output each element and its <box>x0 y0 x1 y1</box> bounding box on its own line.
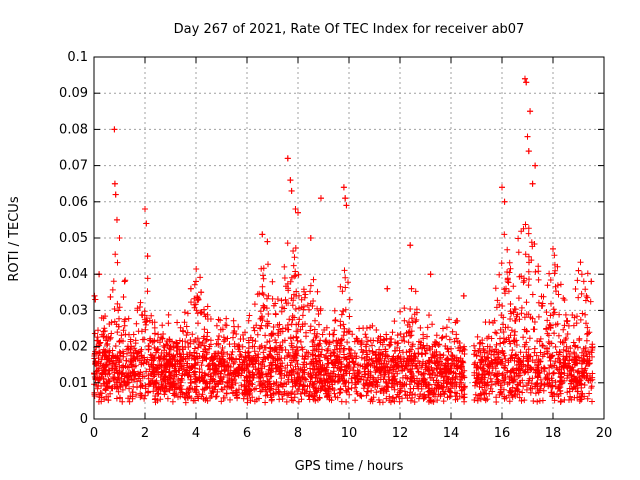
y-tick-label: 0.01 <box>59 376 88 391</box>
data-point <box>407 242 414 249</box>
data-point <box>550 245 556 252</box>
data-point <box>143 220 150 227</box>
y-tick-label: 0.1 <box>67 50 88 65</box>
data-point <box>340 184 347 191</box>
y-tick-label: 0.06 <box>59 195 88 210</box>
data-point <box>112 191 119 198</box>
x-tick-label: 16 <box>494 426 511 441</box>
x-tick-label: 10 <box>341 426 358 441</box>
data-point <box>524 133 531 140</box>
data-point <box>142 206 148 213</box>
data-point <box>292 206 299 213</box>
data-point <box>342 195 349 202</box>
data-point <box>91 292 98 299</box>
data-point <box>288 187 295 194</box>
data-point <box>499 184 505 191</box>
data-point <box>111 126 118 133</box>
y-axis-title: ROTI / TECUs <box>7 196 22 281</box>
data-point <box>523 79 530 86</box>
data-points <box>91 75 596 406</box>
data-point <box>317 195 324 202</box>
y-tick-label: 0.09 <box>59 86 88 101</box>
data-point <box>460 292 467 299</box>
data-point <box>92 296 99 303</box>
scatter-markers <box>91 75 596 406</box>
x-tick-label: 6 <box>243 426 251 441</box>
data-point <box>193 278 199 285</box>
data-point <box>525 148 532 155</box>
data-point <box>408 285 415 292</box>
data-point <box>121 278 128 285</box>
data-point <box>588 278 595 285</box>
data-point <box>527 108 534 115</box>
x-tick-label: 0 <box>90 426 98 441</box>
data-point <box>113 216 120 223</box>
data-point <box>384 285 391 292</box>
y-tick-label: 0.05 <box>59 231 88 246</box>
data-point <box>116 235 123 241</box>
y-tick-label: 0.04 <box>59 267 88 282</box>
data-point <box>111 180 118 187</box>
x-tick-label: 20 <box>596 426 613 441</box>
data-point <box>198 289 205 296</box>
data-point <box>287 177 294 184</box>
axis-ticks: 0 2 4 6 8 10 12 14 16 18 20 0 0.01 0.02 0.03 0.04 0.05 0.… <box>59 50 612 441</box>
data-point <box>532 162 539 169</box>
data-point <box>259 231 266 238</box>
x-tick-label: 2 <box>141 426 149 441</box>
data-point <box>575 267 582 274</box>
data-point <box>307 235 314 241</box>
data-point <box>529 180 536 187</box>
data-point <box>343 202 350 209</box>
data-point <box>521 75 528 82</box>
y-tick-label: 0.08 <box>59 122 88 137</box>
x-axis-title: GPS time / hours <box>295 459 404 474</box>
data-point <box>264 238 271 245</box>
x-tick-label: 18 <box>545 426 562 441</box>
data-point <box>144 253 151 260</box>
data-point <box>501 198 508 205</box>
x-tick-label: 4 <box>192 426 200 441</box>
data-point <box>284 155 291 162</box>
y-tick-label: 0.07 <box>59 159 88 174</box>
x-tick-label: 8 <box>294 426 302 441</box>
x-tick-label: 12 <box>392 426 409 441</box>
y-tick-label: 0.03 <box>59 303 88 318</box>
data-point <box>187 285 194 292</box>
y-tick-label: 0.02 <box>59 340 88 355</box>
chart-title: Day 267 of 2021, Rate Of TEC Index for r… <box>174 22 525 37</box>
data-point <box>295 209 301 216</box>
y-tick-label: 0 <box>80 412 88 427</box>
data-point <box>427 271 434 278</box>
x-tick-label: 14 <box>443 426 460 441</box>
